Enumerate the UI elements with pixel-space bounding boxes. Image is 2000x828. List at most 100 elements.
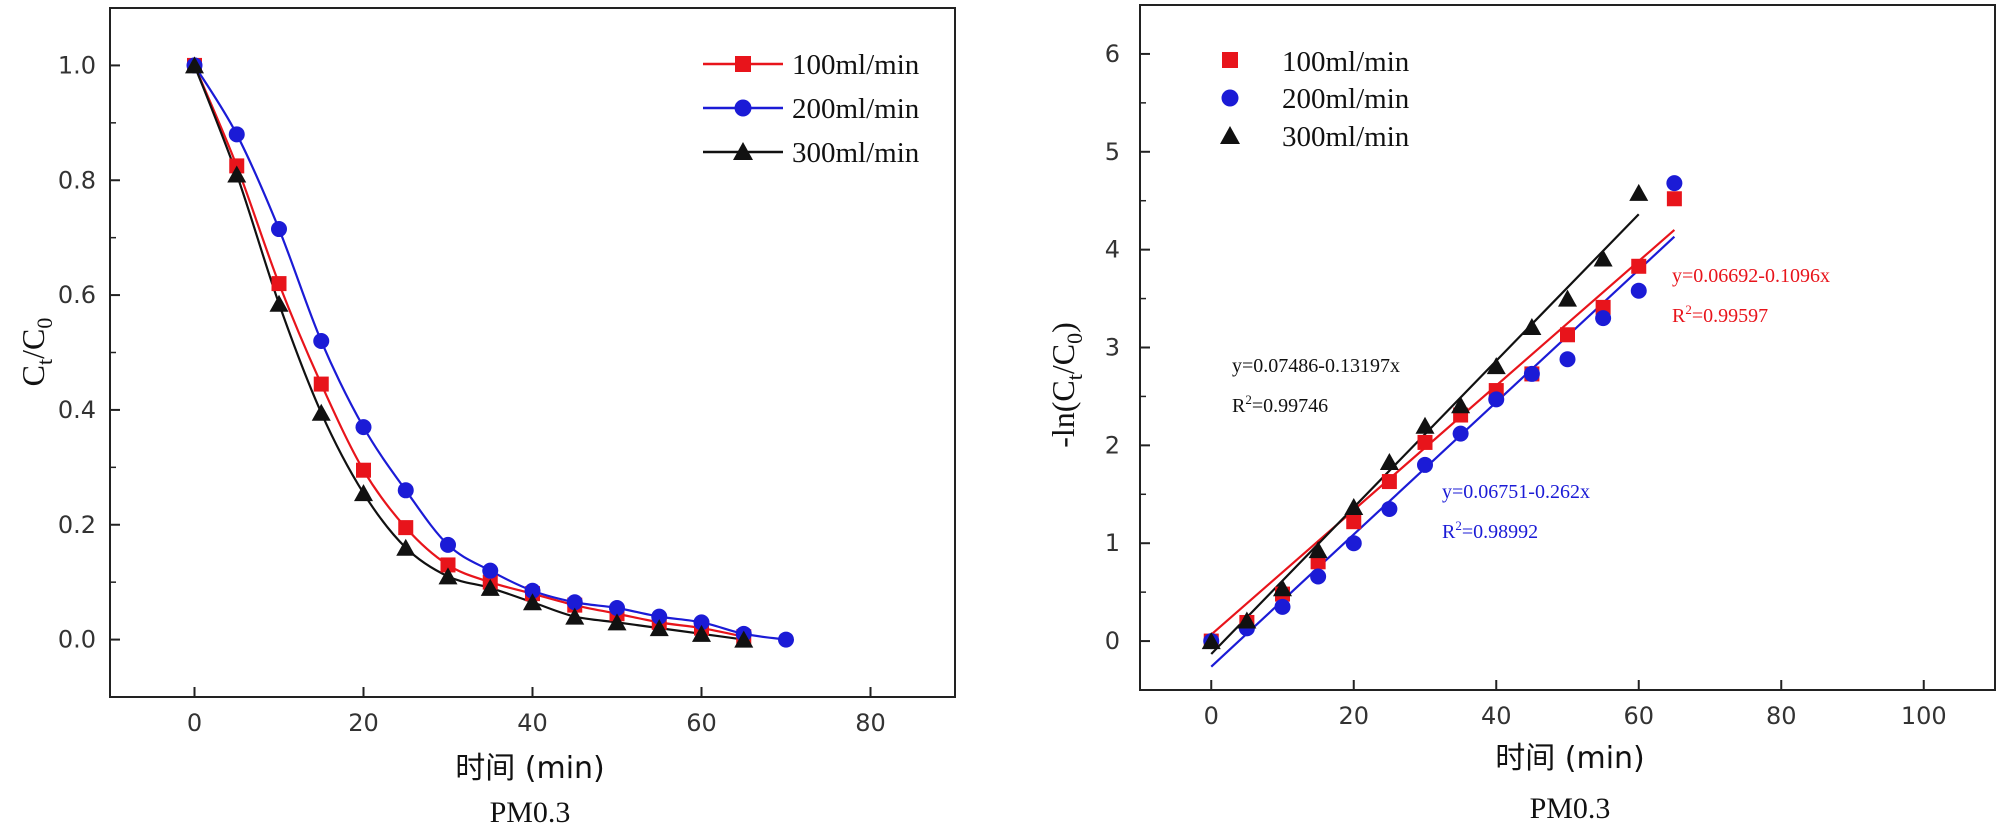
left-x-tick-label: 80: [855, 709, 886, 737]
left-data-point: [311, 403, 331, 421]
left-data-point: [271, 221, 287, 238]
right-legend-marker-200: [1221, 89, 1239, 107]
right-data-point: [1344, 498, 1364, 516]
right-data-point: [1629, 183, 1649, 201]
fit-equation-300: y=0.07486-0.13197x: [1232, 355, 1400, 377]
left-data-point: [269, 294, 289, 312]
left-legend: 100ml/min 200ml/min 300ml/min: [703, 49, 920, 169]
right-data-point: [1558, 289, 1577, 307]
left-ticks: 0 20 40 60 80 0.0 0.2 0.4 0.6 0.8 1.0: [58, 51, 886, 737]
right-y-tick-label: 3: [1105, 334, 1120, 362]
left-caption: PM0.3: [490, 796, 571, 828]
right-data-point: [1273, 579, 1292, 597]
left-y-axis-label: Ct/C0: [15, 318, 57, 387]
right-data-point: [1417, 456, 1433, 473]
right-x-tick-label: 80: [1766, 702, 1797, 730]
left-chart: 0 20 40 60 80 0.0 0.2 0.4 0.6 0.8 1.0 Ct/C0 时间 (mi…: [15, 7, 956, 828]
left-legend-marker-100: [735, 56, 751, 72]
right-data-point: [1666, 175, 1683, 192]
left-data-point: [313, 333, 330, 350]
left-data-point: [778, 631, 794, 648]
right-legend-label-100: 100ml/min: [1282, 46, 1410, 78]
right-data-point: [1522, 317, 1542, 335]
right-data-point: [1345, 535, 1362, 552]
right-data-point: [1308, 541, 1328, 559]
left-data-point: [649, 619, 669, 637]
left-y-tick-label: 0.8: [58, 166, 96, 194]
right-data-point: [1310, 568, 1327, 585]
right-legend-marker-100: [1222, 52, 1238, 68]
right-x-tick-label: 60: [1623, 702, 1654, 730]
left-y-tick-label: 0.0: [58, 626, 96, 654]
right-data-point: [1237, 611, 1257, 629]
left-series-line-1: [193, 64, 787, 641]
left-legend-label-200: 200ml/min: [792, 93, 920, 125]
left-data-point: [397, 482, 414, 499]
left-data-point: [440, 557, 456, 573]
right-data-point: [1415, 416, 1435, 434]
left-data-point: [398, 520, 414, 536]
left-x-tick-label: 0: [187, 709, 202, 737]
left-y-tick-label: 0.6: [58, 281, 96, 309]
right-y-tick-label: 4: [1105, 236, 1120, 264]
left-data-point: [438, 567, 458, 585]
left-data-point: [480, 578, 500, 596]
left-legend-marker-300: [733, 142, 753, 160]
right-data-point: [1560, 327, 1575, 343]
left-data-point: [734, 630, 754, 648]
right-data-point: [1417, 434, 1433, 450]
right-legend-label-200: 200ml/min: [1282, 83, 1410, 115]
right-plot-frame: [1139, 4, 1996, 691]
right-y-tick-label: 1: [1105, 529, 1120, 557]
left-legend-marker-200: [734, 99, 752, 117]
fit-equation-100: y=0.06692-0.1096x: [1672, 265, 1830, 287]
left-data-point: [313, 376, 329, 392]
left-x-tick-label: 40: [517, 709, 548, 737]
right-y-tick-label: 6: [1105, 40, 1120, 68]
left-y-tick-label: 0.2: [58, 511, 96, 539]
right-x-tick-label: 40: [1481, 702, 1512, 730]
left-data-point: [185, 56, 204, 74]
right-y-tick-label: 5: [1105, 138, 1120, 166]
left-series-markers: [185, 56, 794, 648]
right-data-point: [1451, 396, 1471, 414]
left-y-tick-label: 1.0: [58, 51, 96, 79]
right-legend-marker-300: [1220, 126, 1240, 144]
left-data-point: [355, 419, 372, 436]
left-x-axis-label: 时间 (min): [455, 751, 605, 786]
left-data-point: [566, 594, 583, 611]
right-fit-line-0: [1210, 229, 1676, 636]
left-data-point: [651, 608, 668, 625]
right-x-tick-label: 20: [1338, 702, 1369, 730]
left-data-point: [271, 276, 287, 292]
left-data-point: [356, 462, 371, 478]
left-x-tick-label: 60: [686, 709, 717, 737]
right-y-tick-label: 0: [1105, 627, 1120, 655]
right-legend: 100ml/min 200ml/min 300ml/min: [1220, 46, 1410, 153]
left-data-point: [693, 614, 710, 631]
right-data-point: [1488, 391, 1505, 408]
right-y-axis-label: -ln(Ct/C0): [1045, 322, 1087, 448]
right-data-point: [1452, 425, 1469, 442]
left-data-point: [482, 562, 499, 579]
right-data-point: [1593, 249, 1613, 267]
left-data-point: [565, 607, 585, 625]
right-series-markers: [1201, 175, 1683, 650]
right-data-point: [1381, 474, 1397, 490]
right-caption: PM0.3: [1530, 792, 1611, 825]
right-y-tick-label: 2: [1105, 431, 1120, 459]
left-data-point: [524, 582, 541, 599]
left-y-tick-label: 0.4: [58, 396, 96, 424]
right-data-point: [1379, 452, 1399, 470]
right-ticks: 0 20 40 60 80 100 0 1 2 3 4 5 6: [1105, 40, 1947, 730]
left-series-line-2: [193, 65, 744, 641]
fit-equation-200: y=0.06751-0.262x: [1442, 481, 1590, 503]
right-data-point: [1630, 282, 1647, 299]
left-legend-label-100: 100ml/min: [792, 49, 920, 81]
right-legend-label-300: 300ml/min: [1282, 121, 1410, 153]
right-data-point: [1486, 357, 1506, 375]
right-data-point: [1595, 310, 1612, 327]
right-data-point: [1666, 191, 1682, 207]
